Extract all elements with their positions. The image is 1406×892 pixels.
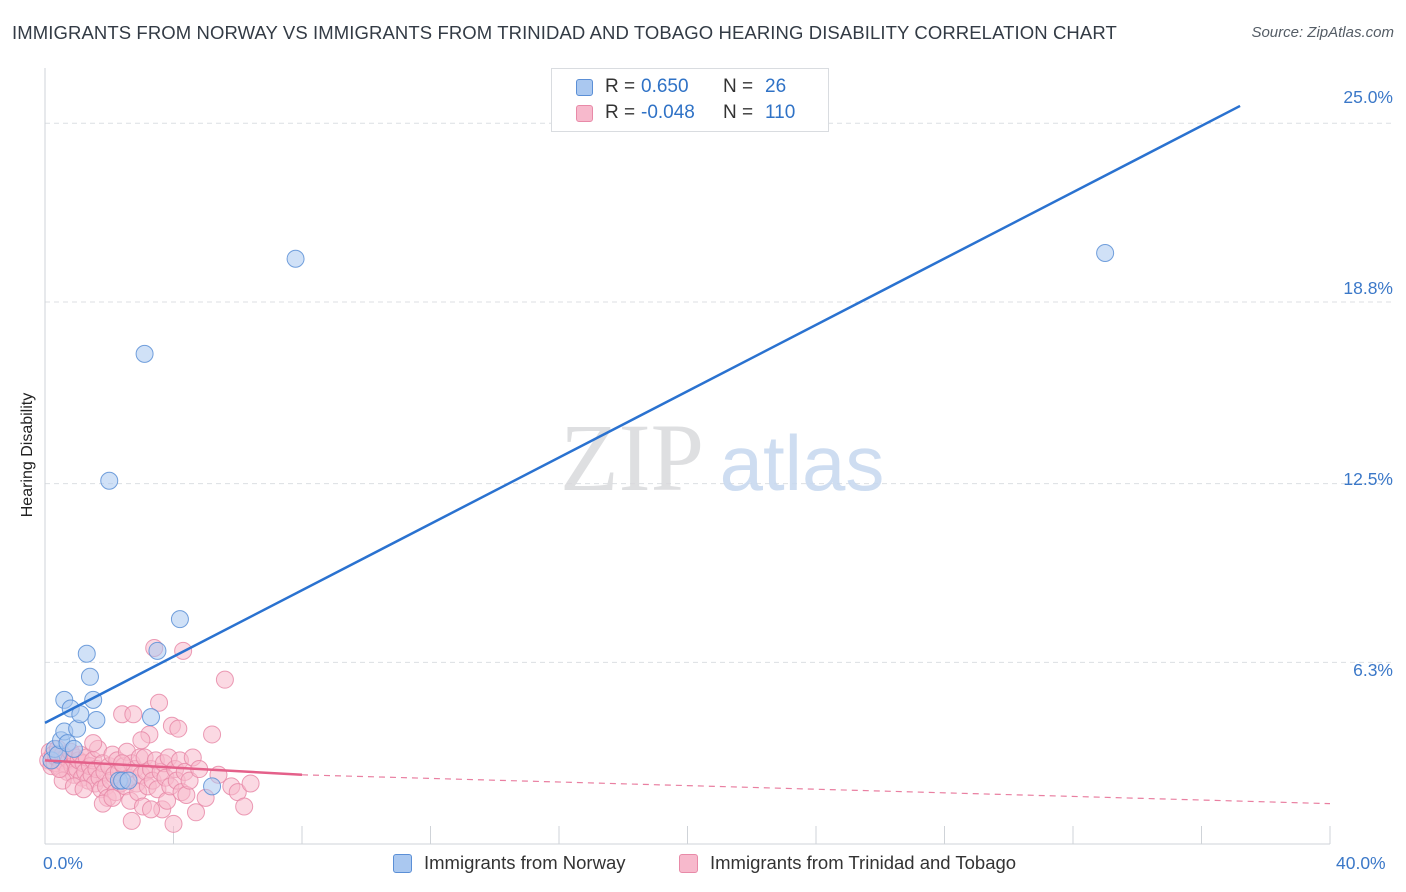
y-tick-label: 6.3% [1353,660,1393,680]
data-point [84,734,103,753]
data-point [74,780,93,799]
legend-row-norway: R = 0.650 N = 26 [576,74,786,100]
trend-line-trinidad [44,759,303,777]
data-point [164,814,183,833]
legend-n-value: 110 [765,102,796,123]
data-point [103,788,122,807]
bottom-legend-swatch-trinidad [679,853,698,873]
data-point [77,644,96,663]
legend-r-value: -0.048 [641,102,695,123]
watermark: ZIP atlas [560,404,884,511]
data-point [186,803,205,822]
bottom-legend-trinidad: Immigrants from Trinidad and Tobago [679,852,1016,874]
axes [44,68,1331,845]
x-tick-label-min: 0.0% [43,853,83,873]
data-point [135,344,154,363]
data-point [170,610,189,629]
legend-r-label: R = [605,76,636,97]
data-point [124,705,143,724]
data-point [1096,243,1115,262]
data-point [169,719,188,738]
data-point [142,800,161,819]
data-point [241,774,260,793]
watermark-zip: ZIP [560,404,704,511]
data-point [142,708,161,727]
legend-r-label: R = [605,102,636,123]
data-point [286,249,305,268]
watermark-atlas: atlas [720,419,885,507]
legend-swatch-trinidad [576,104,593,122]
data-point [64,739,83,758]
data-point [119,771,138,790]
data-point [203,725,222,744]
data-point [203,777,222,796]
data-point [215,670,234,689]
legend-swatch-norway [576,78,593,96]
data-point [180,771,199,790]
trend-lines [44,104,1331,805]
bottom-legend-label-norway: Immigrants from Norway [424,852,626,873]
source-label: Source: ZipAtlas.com [1251,24,1394,41]
legend-n-value: 26 [765,76,787,97]
data-point [132,731,151,750]
x-tick-label-max: 40.0% [1336,853,1386,873]
data-point [80,667,99,686]
trend-line-norway [44,104,1241,725]
data-point [150,693,169,712]
chart-title: IMMIGRANTS FROM NORWAY VS IMMIGRANTS FRO… [12,22,1117,43]
bottom-legend-label-trinidad: Immigrants from Trinidad and Tobago [710,852,1017,873]
data-point [235,797,254,816]
y-tick-label: 18.8% [1343,278,1393,298]
data-point [122,811,141,830]
grid-lines [45,122,1392,663]
y-tick-label: 25.0% [1343,87,1393,107]
data-point [100,471,119,490]
y-tick-label: 12.5% [1343,469,1393,489]
legend-n-label: N = [723,76,754,97]
legend-r-value: 0.650 [641,76,689,97]
legend: R = 0.650 N = 26 R = -0.048 N = 110 [551,68,829,132]
bottom-legend-swatch-norway [393,853,412,873]
data-point [87,711,106,730]
series-norway-points [42,243,1115,796]
data-point [148,641,167,660]
trend-line-trinidad-dashed [301,774,1331,805]
bottom-legend-norway: Immigrants from Norway [393,852,625,874]
legend-n-label: N = [723,102,754,123]
legend-row-trinidad: R = -0.048 N = 110 [576,100,795,126]
